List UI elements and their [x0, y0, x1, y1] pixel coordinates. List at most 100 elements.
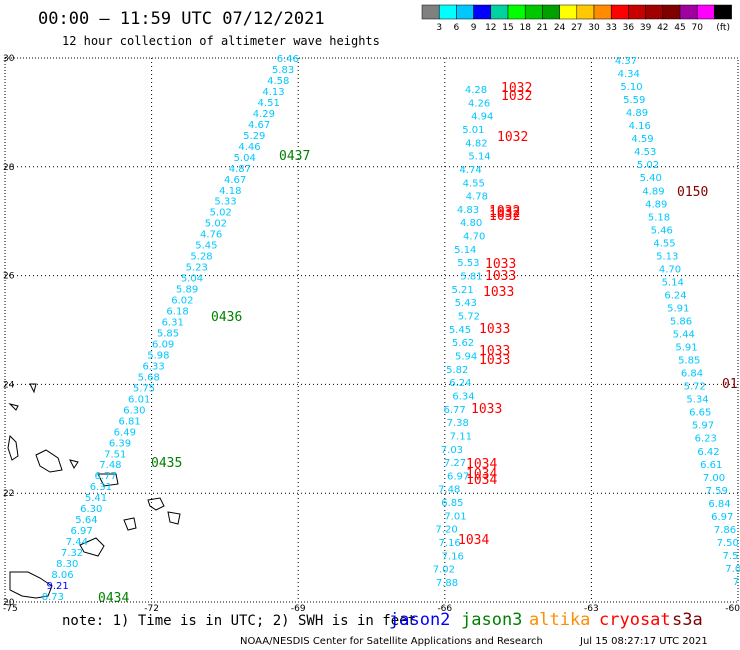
swh-label: 5.85 — [678, 356, 700, 367]
pass-time-tag: 0437 — [279, 149, 310, 164]
swh-label: 6.46 — [277, 54, 299, 65]
longitude-tick-label: -66 — [437, 604, 452, 614]
swh-label: 4.18 — [219, 186, 241, 197]
swh-label: 4.29 — [253, 109, 275, 120]
swh-label: 6.30 — [80, 504, 102, 515]
swh-label: 7.02 — [433, 565, 455, 576]
swh-label: 6.42 — [697, 447, 719, 458]
swh-label: 7.16 — [442, 551, 464, 562]
pass-time-tag: 1032 — [489, 204, 520, 219]
colorbar-swatch — [696, 4, 715, 20]
swh-label: 6.97 — [711, 512, 733, 523]
colorbar-swatch — [714, 4, 732, 20]
longitude-tick-label: -60 — [725, 604, 740, 614]
colorbar-swatch — [576, 4, 595, 20]
swh-label: 5.02 — [205, 219, 227, 230]
swh-label: 5.53 — [457, 258, 479, 269]
footer-note: note: 1) Time is in UTC; 2) SWH is in fe… — [62, 613, 416, 629]
swh-label: 7.32 — [61, 548, 83, 559]
swh-label: 5.83 — [272, 65, 294, 76]
pass-time-tag: 1033 — [485, 269, 516, 284]
island-bahamas-3 — [97, 473, 119, 487]
satellite-legend-item: cryosat — [599, 610, 671, 630]
swh-label: 5.75 — [133, 383, 155, 394]
page-title: 00:00 – 11:59 UTC 07/12/2021 — [38, 9, 325, 29]
swh-label: 4.76 — [200, 230, 222, 241]
swh-label: 5.98 — [147, 350, 169, 361]
swh-label: 5.86 — [670, 317, 692, 328]
swh-label: 6.97 — [71, 526, 93, 537]
longitude-tick-label: -72 — [144, 604, 159, 614]
colorbar-swatch — [628, 4, 646, 20]
colorbar-swatch — [593, 4, 612, 20]
swh-label: 7.38 — [447, 418, 469, 429]
swh-label: 4.28 — [465, 85, 487, 96]
swh-label: 5.94 — [455, 351, 477, 362]
colorbar-swatch — [679, 4, 698, 20]
pass-time-tags: 0437043604350434103210321032103210321032… — [98, 81, 738, 606]
swh-label: 7.50 — [717, 538, 739, 549]
pass-time-tag: 1034 — [466, 473, 497, 488]
swh-label: 5.59 — [623, 95, 645, 106]
swh-label: 5.72 — [458, 312, 480, 323]
colorbar-swatch — [662, 4, 681, 20]
swh-label: 7.48 — [438, 485, 460, 496]
swh-label: 5.91 — [667, 303, 689, 314]
swh-label: 4.67 — [248, 120, 270, 131]
swh-label: 7.44 — [66, 537, 88, 548]
swh-label: 8.06 — [51, 570, 73, 581]
swh-label: 8.73 — [42, 592, 64, 603]
swh-label: 4.16 — [629, 121, 651, 132]
swh-label: 6.24 — [664, 290, 686, 301]
swh-label: 7.59 — [706, 486, 728, 497]
swh-label: 5.29 — [243, 131, 265, 142]
swh-label: 5.23 — [186, 263, 208, 274]
swh-label: 5.18 — [648, 212, 670, 223]
island-inagua — [123, 517, 137, 531]
longitude-tick-label: -75 — [3, 604, 18, 614]
colorbar-swatch — [438, 4, 457, 20]
latitude-tick-label: 28 — [3, 163, 15, 173]
swh-label: 5.02 — [210, 208, 232, 219]
colorbar-label: 42 — [657, 23, 668, 33]
swh-label: 7.5 — [723, 551, 739, 562]
colorbar-label: 30 — [588, 23, 600, 33]
swh-label: 5.68 — [138, 372, 160, 383]
colorbar-swatch — [421, 4, 440, 20]
satellite-legend: jason2 jason3 altika cryosat s3a — [389, 610, 703, 630]
swh-label: 5.91 — [675, 343, 697, 354]
swh-label: 5.45 — [449, 325, 471, 336]
swh-label: 6.30 — [123, 405, 145, 416]
footer-credit: NOAA/NESDIS Center for Satellite Applica… — [240, 636, 543, 647]
island-small-2 — [29, 383, 37, 394]
pass-time-tag: 0435 — [151, 456, 182, 471]
swh-label: 8.30 — [56, 559, 78, 570]
map-frame: 30 28 26 24 22 20 -75 -72 -69 -66 -63 -60 — [3, 54, 740, 614]
swh-label: 5.62 — [452, 338, 474, 349]
swh-label: 7.48 — [99, 460, 121, 471]
longitude-tick-label: -63 — [584, 604, 599, 614]
swh-label: 5.28 — [190, 252, 212, 263]
swh-label: 5.13 — [656, 251, 678, 262]
pass-time-tag: 1033 — [479, 322, 510, 337]
island-turks — [147, 497, 165, 511]
swh-label: 4.89 — [642, 186, 664, 197]
colorbar-swatch — [645, 4, 664, 20]
colorbar-swatch — [542, 4, 560, 20]
gridlines — [5, 58, 738, 602]
swh-label: 4.58 — [267, 76, 289, 87]
swh-label: 6.84 — [681, 369, 703, 380]
latitude-tick-labels: 30 28 26 24 22 20 — [3, 54, 15, 608]
pass-time-tag: 0434 — [98, 591, 129, 606]
colorbar-label: 6 — [454, 23, 460, 33]
coastline — [7, 383, 181, 599]
swh-label: 4.13 — [262, 87, 284, 98]
swh-label: 4.70 — [659, 264, 681, 275]
satellite-legend-item: jason3 — [461, 610, 522, 630]
pass-time-tag: 1033 — [483, 285, 514, 300]
island-bahamas-1 — [35, 449, 63, 473]
swh-label: 5.14 — [454, 245, 476, 256]
pass-time-tag: 0150 — [677, 185, 708, 200]
swh-label: 5.41 — [85, 493, 107, 504]
colorbar-swatch — [610, 4, 629, 20]
